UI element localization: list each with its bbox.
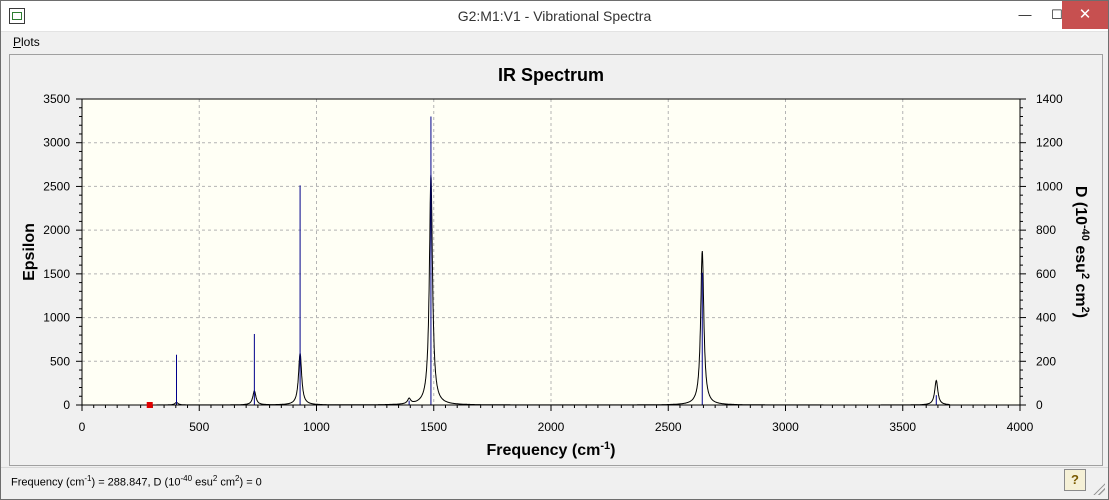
menu-bar: Plots <box>1 32 1108 52</box>
status-freq-label: Frequency (cm <box>11 476 85 489</box>
x-tick-label-4: 2000 <box>538 420 565 434</box>
y2-tick-label-0: 0 <box>1036 398 1043 412</box>
status-freq-exp: -1 <box>84 474 92 483</box>
status-d-unit-b: cm <box>217 476 236 489</box>
title-bar: G2:M1:V1 - Vibrational Spectra — ☐ ✕ <box>1 1 1108 32</box>
x-tick-label-3: 1500 <box>420 420 447 434</box>
menu-plots[interactable]: Plots <box>13 35 40 49</box>
maximize-button[interactable]: ☐ <box>1051 7 1063 22</box>
y2-tick-label-5: 1000 <box>1036 179 1063 193</box>
status-readout: Frequency (cm-1) = 288.847, D (10-40 esu… <box>11 474 262 489</box>
y-tick-label-6: 3000 <box>43 136 70 150</box>
y2-tick-label-4: 800 <box>1036 223 1056 237</box>
y2-tick-label-1: 200 <box>1036 354 1056 368</box>
status-d-unit-exp2: 2 <box>235 474 240 483</box>
y-tick-label-5: 2500 <box>43 179 70 193</box>
y-tick-label-2: 1000 <box>43 311 70 325</box>
status-freq-value: ) = 288.847, D (10 <box>91 476 181 489</box>
x-axis-label: Frequency (cm-1) <box>487 440 616 459</box>
window-title: G2:M1:V1 - Vibrational Spectra <box>457 8 652 24</box>
status-separator <box>1 467 1108 468</box>
y2-axis-label: D (10-40 esu2 cm2) <box>1072 186 1091 318</box>
chart-title: IR Spectrum <box>498 65 604 85</box>
y-tick-label-7: 3500 <box>43 92 70 106</box>
plot-panel[interactable]: IR Spectrum 0 500 1000 1500 2000 2500 3000 3500 4… <box>9 54 1103 466</box>
help-icon[interactable]: ? <box>1064 469 1086 491</box>
x-tick-label-0: 0 <box>79 420 86 434</box>
status-d-unit-a: esu <box>192 476 213 489</box>
cursor-marker <box>146 402 153 408</box>
y-tick-label-4: 2000 <box>43 223 70 237</box>
y-axis-label: Epsilon <box>21 223 38 281</box>
y-tick-label-1: 500 <box>50 354 70 368</box>
x-tick-label-6: 3000 <box>772 420 799 434</box>
y-tick-label-3: 1500 <box>43 267 70 281</box>
app-icon <box>9 8 25 24</box>
y2-tick-label-7: 1400 <box>1036 92 1063 106</box>
status-d-exp: -40 <box>180 474 193 483</box>
x-tick-label-7: 3500 <box>889 420 916 434</box>
close-button[interactable]: ✕ <box>1062 1 1108 29</box>
y2-tick-label-3: 600 <box>1036 267 1056 281</box>
x-tick-label-2: 1000 <box>303 420 330 434</box>
x-tick-label-8: 4000 <box>1007 420 1034 434</box>
y2-tick-label-2: 400 <box>1036 311 1056 325</box>
status-d-value: ) = 0 <box>239 476 262 489</box>
y-tick-label-0: 0 <box>63 398 70 412</box>
resize-grip-icon[interactable] <box>1093 483 1105 495</box>
status-d-unit-exp: 2 <box>212 474 218 483</box>
y2-tick-label-6: 1200 <box>1036 136 1063 150</box>
x-tick-label-5: 2500 <box>655 420 682 434</box>
x-tick-label-1: 500 <box>189 420 209 434</box>
minimize-button[interactable]: — <box>1018 7 1032 22</box>
